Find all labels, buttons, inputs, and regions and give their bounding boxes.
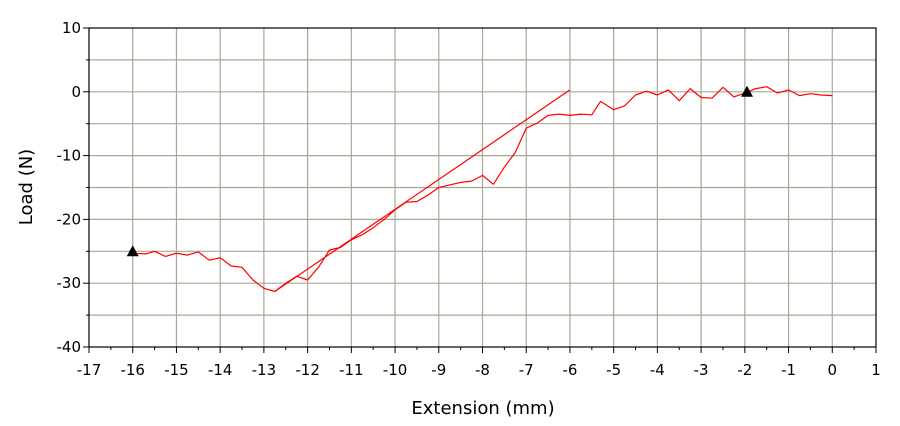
x-tick-label: -5	[606, 361, 621, 379]
x-tick-label: -1	[781, 361, 796, 379]
y-tick-label: -30	[57, 274, 82, 292]
x-tick-label: -3	[694, 361, 709, 379]
x-tick-label: -4	[650, 361, 665, 379]
series-line-1	[132, 86, 833, 293]
y-tick-label: 0	[71, 83, 81, 101]
x-tick-label: -17	[77, 361, 102, 379]
y-axis-label: Load (N)	[16, 149, 37, 225]
x-tick-label: -10	[383, 361, 408, 379]
marker-layer	[126, 85, 754, 257]
x-tick-label: -8	[475, 361, 490, 379]
grid	[89, 28, 876, 347]
tick-labels: -17 -16 -15 -14 -13 -12 -11 -10 -9 -8 -7 -6 -5 -4 -3 -2…	[57, 19, 881, 379]
x-tick-label: -6	[562, 361, 577, 379]
triangle-marker-1	[126, 245, 139, 257]
x-tick-label: -13	[252, 361, 277, 379]
series-layer	[132, 86, 833, 293]
x-tick-label: 0	[828, 361, 838, 379]
triangle-marker-2	[741, 85, 754, 97]
x-tick-label: -11	[339, 361, 364, 379]
y-tick-label: -20	[57, 210, 82, 228]
y-tick-label: -10	[57, 147, 82, 165]
x-tick-label: -9	[431, 361, 446, 379]
y-tick-label: 10	[62, 19, 81, 37]
x-tick-label: 1	[871, 361, 881, 379]
x-tick-label: -7	[519, 361, 534, 379]
x-tick-label: -15	[164, 361, 189, 379]
x-tick-label: -12	[295, 361, 320, 379]
series-line-2	[274, 89, 571, 292]
axes	[83, 27, 877, 353]
x-tick-label: -14	[208, 361, 233, 379]
y-tick-label: -40	[57, 338, 82, 356]
x-axis-label: Extension (mm)	[411, 398, 554, 419]
x-tick-label: -2	[737, 361, 752, 379]
x-tick-label: -16	[120, 361, 145, 379]
